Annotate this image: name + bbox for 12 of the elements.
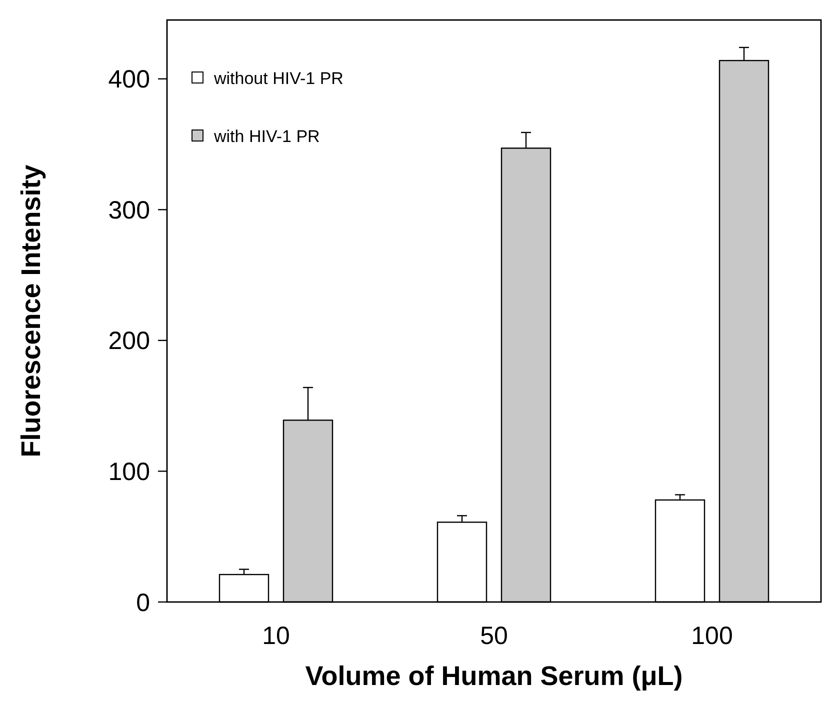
y-tick-label: 0 xyxy=(136,588,150,617)
y-tick-label: 300 xyxy=(108,196,150,224)
y-tick-label: 100 xyxy=(108,458,150,486)
x-tick-label: 100 xyxy=(691,622,733,650)
x-axis-title: Volume of Human Serum (μL) xyxy=(305,661,683,691)
legend-label: with HIV-1 PR xyxy=(213,126,320,146)
x-tick-label: 10 xyxy=(262,622,290,650)
x-tick-label: 50 xyxy=(480,622,508,650)
legend-label: without HIV-1 PR xyxy=(213,68,344,88)
y-tick-label: 400 xyxy=(108,66,150,94)
y-tick-label: 200 xyxy=(108,327,150,356)
y-axis-title: Fluorescence Intensity xyxy=(16,164,46,458)
